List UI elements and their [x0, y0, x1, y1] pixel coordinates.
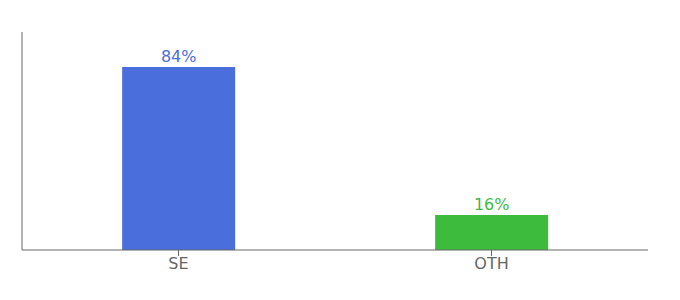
svg-text:SE: SE	[168, 254, 188, 273]
svg-text:OTH: OTH	[474, 254, 508, 273]
svg-text:84%: 84%	[161, 47, 197, 66]
svg-text:16%: 16%	[474, 195, 510, 214]
